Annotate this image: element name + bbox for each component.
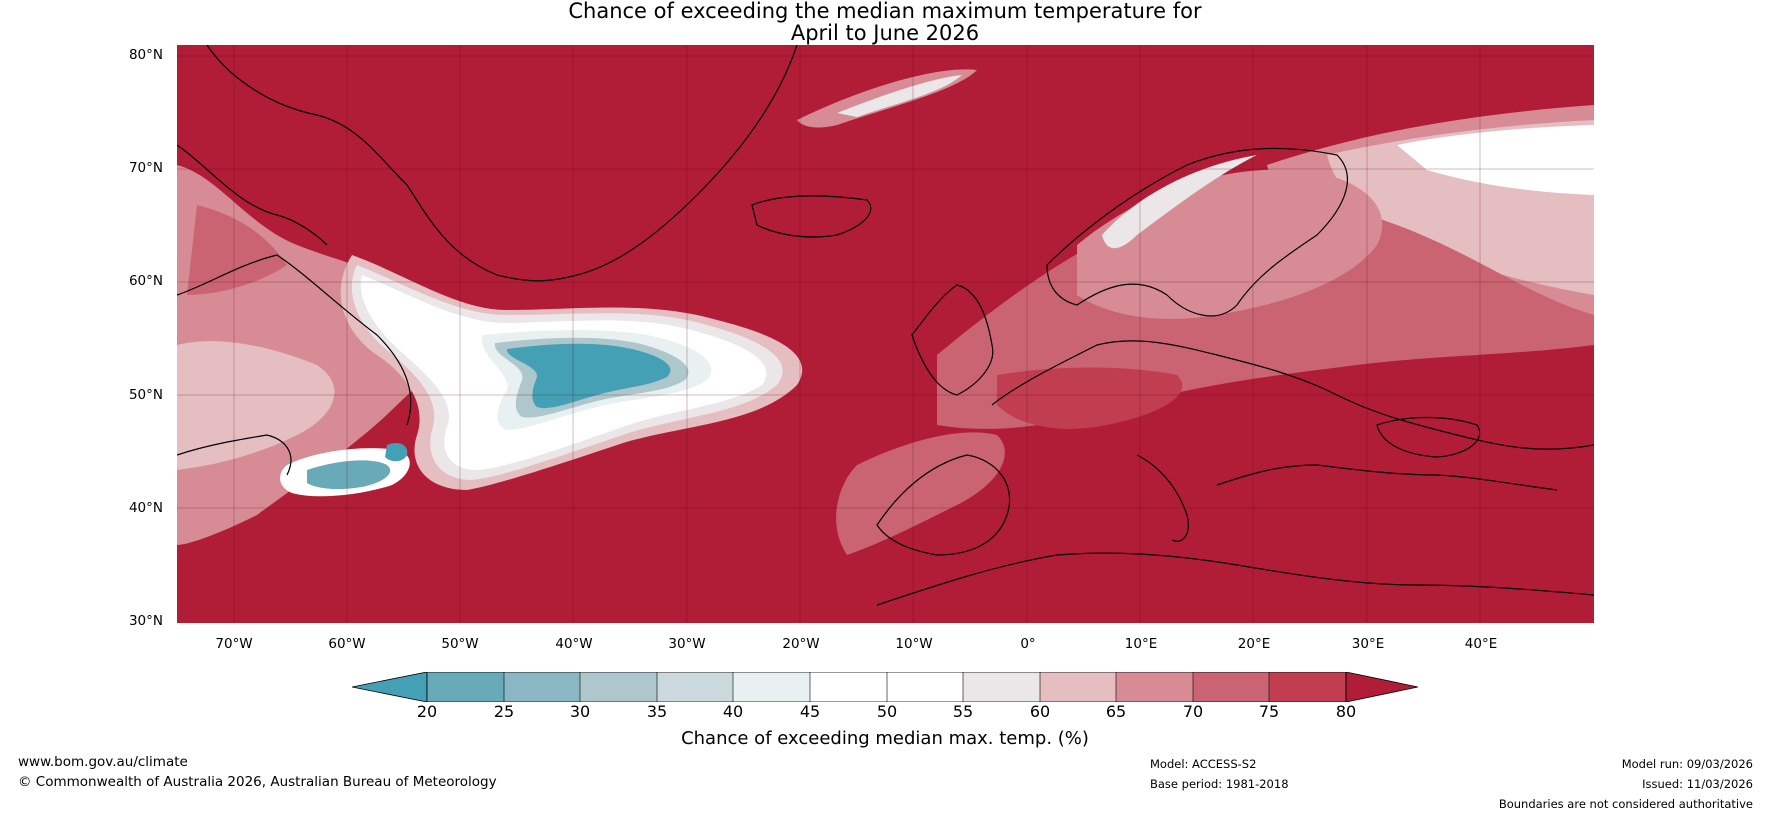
colorbar-segment-60-65 [1040,672,1116,702]
lat-label-40n: 40°N [128,500,163,516]
colorbar-tick-50: 50 [876,702,898,721]
lon-label-60w: 60°W [328,636,366,652]
colorbar-tick-60: 60 [1029,702,1051,721]
colorbar-tick-75: 75 [1258,702,1280,721]
lon-label-40w: 40°W [555,636,593,652]
coastline-north-africa [876,552,1594,606]
footer-url[interactable]: www.bom.gov.au/climate [18,754,188,770]
colorbar-segment-40-45 [733,672,810,702]
colorbar-tick-40: 40 [722,702,744,721]
band-70-iberia [836,432,1005,555]
band-60-labrador [177,341,335,470]
band-70-newfoundland [187,205,287,295]
colorbar-segment-35-40 [657,672,733,702]
footer-issued: Issued: 11/03/2026 [1642,777,1753,791]
colorbar-segment-75-80 [1269,672,1346,702]
colorbar-segment-70-75 [1193,672,1269,702]
coastlines [177,45,1594,606]
colorbar-tick-45: 45 [799,702,821,721]
colorbar-extend-high [1345,672,1418,702]
lat-label-30n: 30°N [128,613,163,629]
map-title-line-1: Chance of exceeding the median maximum t… [568,0,1202,23]
band-20-atlantic [506,343,671,409]
band-20-novascotia [307,460,391,490]
band-55-greenland-sea [837,75,962,117]
lon-label-40e: 40°E [1464,636,1498,652]
footer-base-period: Base period: 1981-2018 [1150,777,1289,791]
coastline-europe [991,340,1594,450]
anomaly-shading-layer [177,69,1594,555]
colorbar-segment-50-55 [887,672,963,702]
footer-copyright: © Commonwealth of Australia 2026, Austra… [18,774,497,790]
coastline-nova-scotia [177,434,292,476]
colorbar-segment-30-35 [580,672,657,702]
graticule [177,45,1594,623]
colorbar-label: Chance of exceeding median max. temp. (%… [681,728,1089,749]
footer-disclaimer: Boundaries are not considered authoritat… [1498,797,1753,811]
coastline-iceland [751,195,872,238]
colorbar-tick-20: 20 [416,702,438,721]
lat-label-70n: 70°N [128,160,163,176]
coastline-iberia [876,454,1011,556]
colorbar-segment-25-30 [504,672,580,702]
band-20-patch [385,443,408,462]
colorbar-segment-55-60 [963,672,1040,702]
band-50-barents [1397,125,1594,195]
lat-label-50n: 50°N [128,387,163,403]
colorbar-tick-55: 55 [952,702,974,721]
colorbar-extend-low [352,672,428,702]
coastline-italy [1136,454,1189,542]
colorbar-tick-80: 80 [1335,702,1357,721]
colorbar [352,672,1418,702]
colorbar-tick-30: 30 [569,702,591,721]
coastline-balkans-turkey [1216,464,1558,491]
coastline-baffin [177,144,328,246]
band-75-mediterranean [997,367,1183,429]
lon-label-20e: 20°E [1237,636,1271,652]
lat-label-60n: 60°N [128,273,163,289]
lon-label-10w: 10°W [895,636,933,652]
colorbar-tick-25: 25 [493,702,515,721]
colorbar-tick-70: 70 [1182,702,1204,721]
colorbar-tick-35: 35 [646,702,668,721]
colorbar-segment-45-50 [810,672,887,702]
footer-model-run: Model run: 09/03/2026 [1621,757,1753,771]
probability-map [177,45,1594,623]
lat-label-80n: 80°N [128,47,163,63]
coastline-scandinavia [1046,147,1348,317]
colorbar-segment-20-25 [427,672,504,702]
coastline-labrador [177,254,412,426]
map-title-line-2: April to June 2026 [790,21,980,45]
lon-label-70w: 70°W [215,636,253,652]
lon-label-0: 0° [1020,636,1036,652]
lon-label-30e: 30°E [1351,636,1385,652]
colorbar-segment-65-70 [1116,672,1193,702]
lon-label-50w: 50°W [441,636,479,652]
band-55-norway-coast [1102,155,1257,249]
lon-label-10e: 10°E [1124,636,1158,652]
lon-label-30w: 30°W [668,636,706,652]
lon-label-20w: 20°W [782,636,820,652]
footer-model: Model: ACCESS-S2 [1150,757,1257,771]
coastline-uk-ireland [911,284,994,396]
colorbar-tick-65: 65 [1105,702,1127,721]
coastline-greenland [206,45,798,282]
coastline-black-sea [1376,416,1481,458]
